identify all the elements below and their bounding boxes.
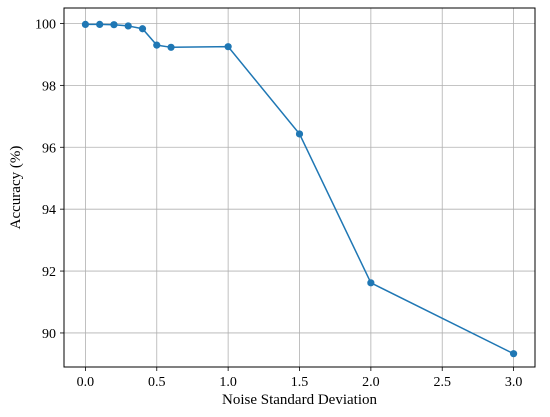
x-axis-title: Noise Standard Deviation bbox=[222, 392, 377, 408]
x-tick-label: 3.0 bbox=[505, 375, 523, 390]
y-axis-title: Accuracy (%) bbox=[8, 146, 24, 230]
data-point bbox=[224, 43, 232, 51]
y-tick-label: 96 bbox=[42, 141, 56, 156]
data-point bbox=[124, 22, 132, 30]
data-point bbox=[138, 25, 147, 33]
y-tick-label: 92 bbox=[42, 265, 56, 280]
series-layer bbox=[81, 20, 518, 358]
x-tick-label: 2.5 bbox=[433, 375, 451, 390]
x-tick-label: 0.0 bbox=[77, 375, 95, 390]
grid-layer bbox=[64, 8, 535, 367]
data-point bbox=[509, 350, 518, 358]
y-tick-label: 90 bbox=[42, 327, 56, 342]
x-tick-label: 2.0 bbox=[362, 375, 380, 390]
data-point bbox=[295, 130, 304, 138]
data-point bbox=[110, 21, 118, 29]
y-tick-label: 98 bbox=[42, 79, 56, 94]
data-point bbox=[153, 41, 161, 49]
y-tick-label: 94 bbox=[42, 203, 56, 218]
data-point bbox=[367, 279, 375, 287]
tick-layer: 0.0 0.5 1.0 1.5 2.0 2.5 3.0 90 92 94 96 98 100 bbox=[35, 17, 522, 390]
data-point bbox=[167, 43, 175, 51]
x-tick-label: 0.5 bbox=[148, 375, 166, 390]
data-point bbox=[96, 20, 104, 29]
x-tick-label: 1.5 bbox=[291, 375, 309, 390]
data-point bbox=[81, 20, 90, 29]
y-tick-label: 100 bbox=[35, 17, 56, 32]
x-tick-label: 1.0 bbox=[219, 375, 237, 390]
